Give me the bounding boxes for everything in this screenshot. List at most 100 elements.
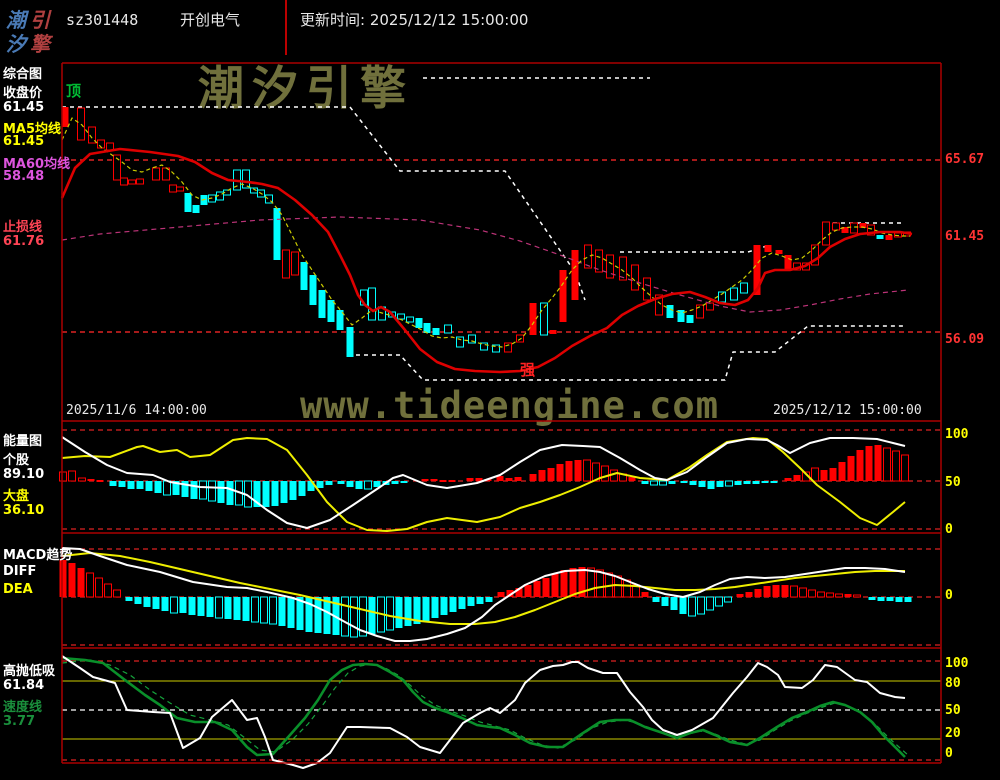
candlestick [432,328,440,335]
dea-yellow-line [61,552,905,625]
chart-annotation: 强 [520,361,536,379]
histogram-bar [96,480,104,482]
histogram-bar [817,591,825,598]
histogram-bar [226,481,234,505]
sidebar-label: 58.48 [3,169,45,184]
histogram-bar [847,456,855,481]
ma60-line [61,216,909,313]
histogram-bar [466,478,474,481]
histogram-bar [395,597,403,628]
histogram-bar [838,462,846,481]
main-red-line [60,147,913,374]
axis-tick-label: 0 [945,746,953,761]
axis-tick-label: 100 [945,656,969,671]
candlestick [97,139,105,149]
candlestick [584,244,592,269]
histogram-bar [59,471,67,482]
histogram-bar [668,481,676,484]
sidebar-label: 3.77 [3,714,36,729]
histogram-bar [422,597,430,621]
histogram-bar [497,592,505,597]
candlestick [595,249,603,273]
candlestick [327,300,335,322]
sidebar-label: 61.45 [3,134,45,149]
histogram-bar [659,480,667,486]
histogram-bar [754,589,762,597]
histogram-bar [346,481,354,487]
candlestick [415,318,423,328]
histogram-bar [715,596,723,607]
histogram-bar [188,597,196,615]
histogram-bar [421,479,429,481]
histogram-bar [781,585,789,597]
histogram-bar [761,481,769,483]
histogram-bar [77,568,85,597]
histogram-bar [707,481,715,489]
histogram-bar [886,597,894,601]
histogram-bar [697,596,705,615]
candlestick [152,167,160,181]
sidebar-label: 综合图 [3,67,43,82]
sidebar-label: 36.10 [3,503,45,518]
candlestick [666,305,674,318]
histogram-bar [865,446,873,481]
date-range-end: 2025/12/12 15:00:00 [773,403,922,418]
candlestick [468,334,476,344]
histogram-bar [251,596,259,623]
histogram-bar [242,597,250,621]
histogram-bar [179,597,187,613]
candlestick [631,264,639,291]
histogram-bar [337,481,345,484]
candlestick [406,316,414,323]
candlestick [128,179,136,185]
date-range-start: 2025/11/6 14:00:00 [66,403,207,418]
candlestick [832,222,840,231]
histogram-bar [233,597,241,620]
histogram-bar [826,592,834,598]
band-line [62,106,586,301]
histogram-bar [895,597,903,602]
candlestick [850,222,858,234]
histogram-bar [298,481,306,496]
candlestick [88,126,96,144]
histogram-bar [305,597,313,632]
logo-char-1: 潮 [6,8,26,32]
histogram-bar [706,596,714,611]
sidebar-label: 能量图 [3,434,43,449]
sidebar-label: 89.10 [3,467,45,482]
histogram-bar [152,597,160,609]
header-bar: 潮 引 汐 擎 sz301448 开创电气 更新时间: 2025/12/12 1… [0,0,1000,56]
histogram-bar [641,481,649,484]
logo-char-2: 引 [30,8,50,32]
candlestick [176,186,184,192]
candlestick [77,107,85,141]
histogram-bar [670,597,678,610]
histogram-bar [883,447,891,482]
candlestick [841,227,849,233]
histogram-bar [307,481,315,491]
candlestick [336,310,344,330]
histogram-bar [289,481,297,500]
candlestick [730,287,738,301]
histogram-bar [574,460,582,481]
histogram-bar [514,477,522,481]
histogram-bar [127,481,135,489]
candlestick [492,344,500,353]
histogram-bar [485,597,493,602]
candlestick [655,294,663,316]
stock-name: 开创电气 [180,11,241,29]
histogram-bar [145,481,153,491]
histogram-bar [770,481,778,483]
histogram-bar [359,596,367,637]
histogram-bar [341,596,349,637]
candlestick [529,303,537,335]
histogram-bar [734,481,742,485]
sidebar-label: 61.84 [3,678,45,693]
sidebar-label: 61.76 [3,234,45,249]
histogram-bar [350,596,358,638]
histogram-bar [208,480,216,502]
candlestick [309,275,317,305]
histogram-bar [524,585,532,597]
